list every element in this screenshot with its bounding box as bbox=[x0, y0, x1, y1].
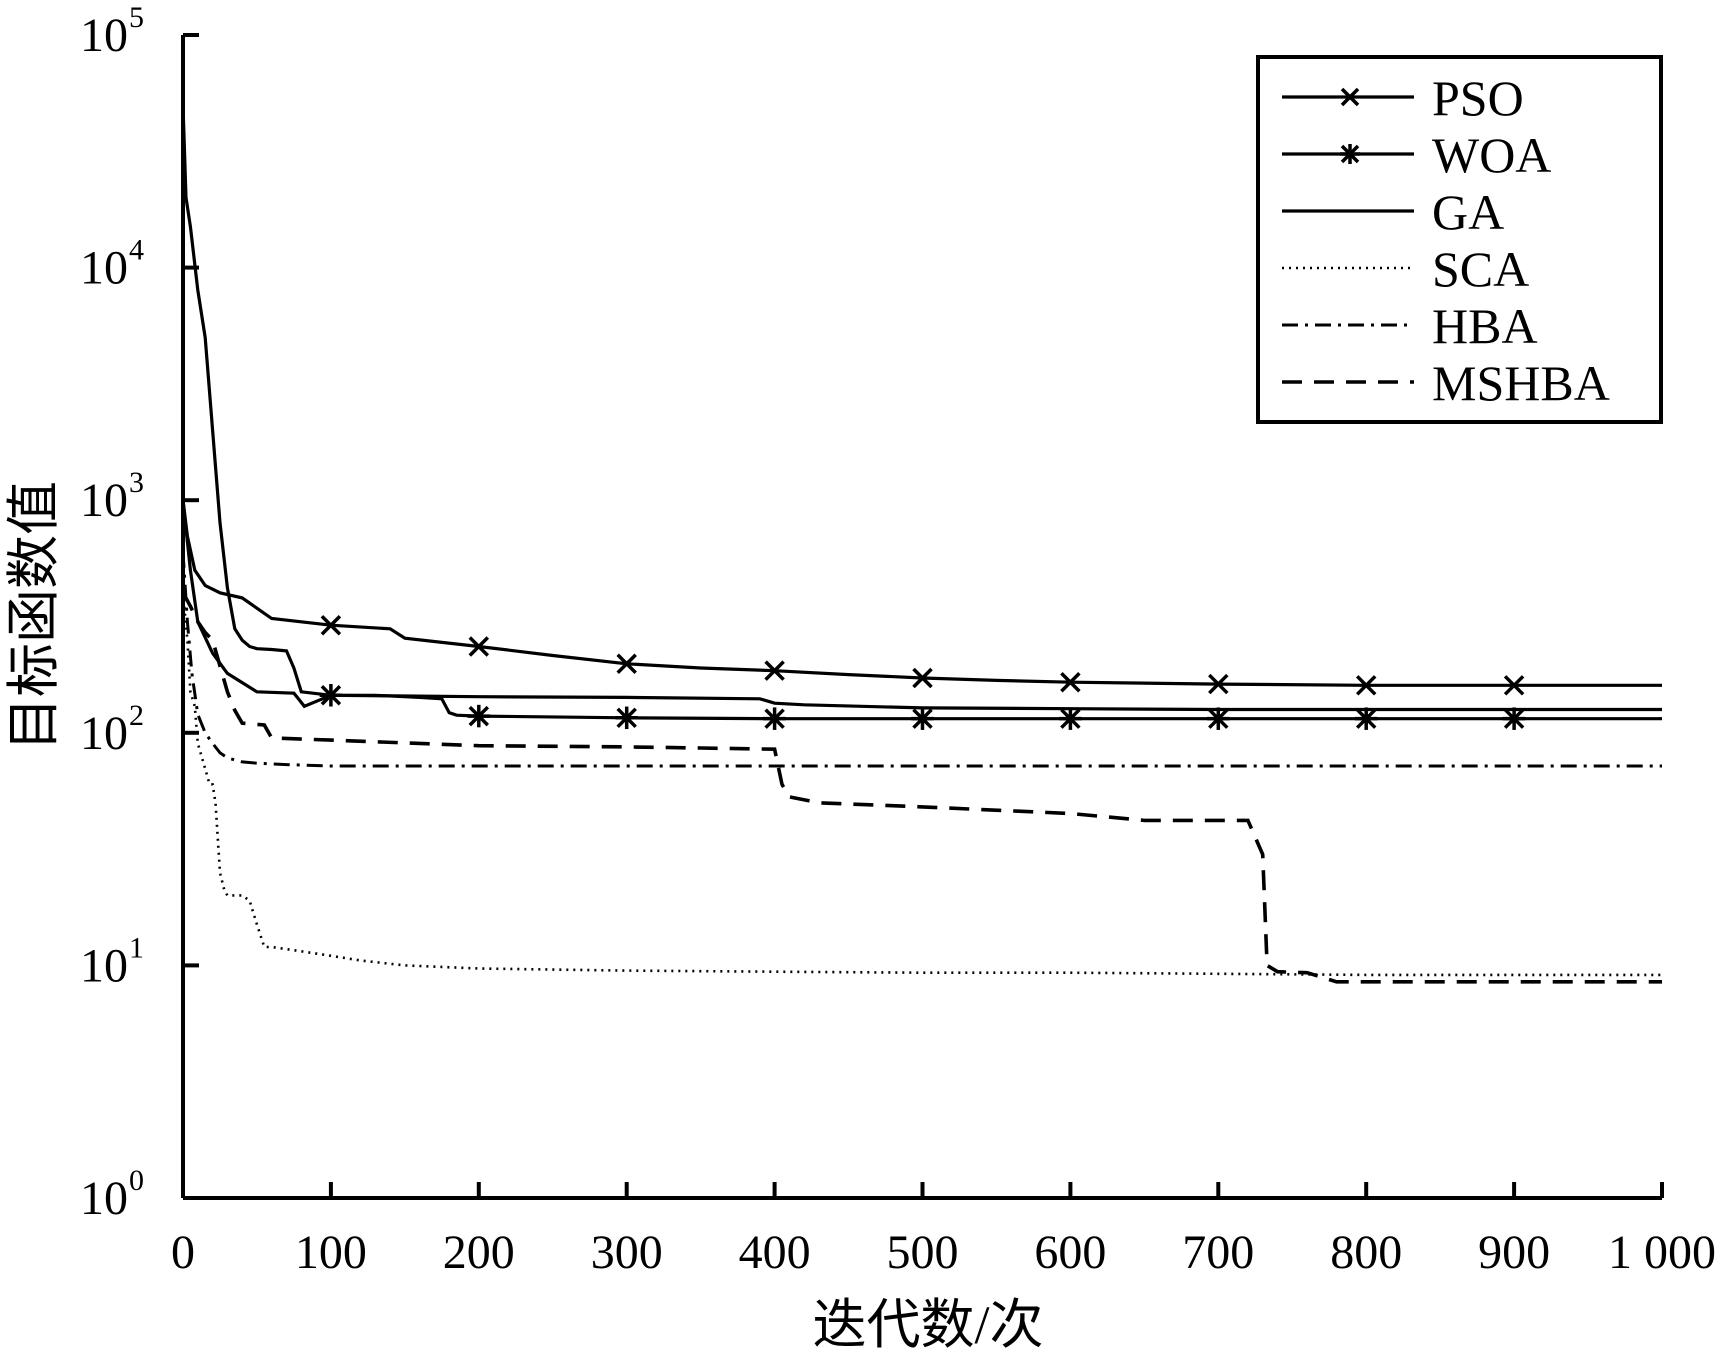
series-marker bbox=[1207, 707, 1230, 730]
series-marker bbox=[1354, 707, 1378, 730]
y-tick-label: 10 bbox=[80, 474, 128, 527]
series-sca bbox=[181, 592, 1662, 977]
series-marker bbox=[1208, 673, 1229, 695]
series-marker bbox=[763, 707, 786, 730]
x-tick-label: 0 bbox=[171, 1226, 195, 1279]
series-line-ga bbox=[181, 104, 1662, 712]
series-layer bbox=[181, 104, 1662, 984]
x-tick-label: 600 bbox=[1034, 1226, 1106, 1279]
y-tick-exponent: 3 bbox=[129, 466, 144, 499]
series-marker bbox=[467, 704, 491, 728]
y-tick-exponent: 1 bbox=[129, 931, 144, 964]
y-tick-label: 10 bbox=[80, 242, 128, 295]
y-tick-exponent: 2 bbox=[129, 699, 144, 732]
y-tick-label: 10 bbox=[80, 939, 128, 992]
x-tick-label: 300 bbox=[591, 1226, 663, 1279]
series-marker bbox=[1060, 671, 1081, 693]
series-hba bbox=[181, 551, 1662, 768]
legend-item-pso: PSO bbox=[1282, 70, 1524, 126]
series-line-sca bbox=[181, 592, 1662, 977]
y-tick-label: 10 bbox=[80, 707, 128, 760]
legend-item-ga: GA bbox=[1282, 184, 1504, 240]
legend-label: SCA bbox=[1432, 241, 1529, 297]
series-marker bbox=[1502, 707, 1526, 730]
series-marker bbox=[1503, 675, 1525, 696]
y-tick-label: 10 bbox=[80, 1172, 128, 1225]
legend-item-hba: HBA bbox=[1282, 298, 1538, 354]
legend-label: PSO bbox=[1432, 70, 1524, 126]
series-marker bbox=[1059, 707, 1082, 730]
series-marker bbox=[912, 667, 933, 689]
series-pso bbox=[181, 500, 1662, 696]
x-tick-label: 200 bbox=[443, 1226, 515, 1279]
series-ga bbox=[181, 104, 1662, 712]
series-line-pso bbox=[181, 500, 1662, 687]
series-marker bbox=[764, 660, 785, 681]
x-tick-label: 500 bbox=[887, 1226, 959, 1279]
x-tick-label: 900 bbox=[1478, 1226, 1550, 1279]
series-marker bbox=[320, 615, 342, 636]
legend-label: MSHBA bbox=[1432, 355, 1610, 411]
y-tick-exponent: 4 bbox=[129, 234, 144, 267]
series-marker bbox=[616, 653, 637, 675]
x-tick-label: 800 bbox=[1330, 1226, 1402, 1279]
series-marker bbox=[468, 636, 490, 657]
series-line-mshba bbox=[181, 591, 1662, 984]
series-line-hba bbox=[181, 551, 1662, 768]
x-tick-label: 700 bbox=[1182, 1226, 1254, 1279]
legend-label: GA bbox=[1432, 184, 1504, 240]
y-axis-label: 目标函数值 bbox=[4, 481, 64, 751]
x-axis-label: 迭代数/次 bbox=[812, 1295, 1043, 1355]
legend-item-mshba: MSHBA bbox=[1282, 355, 1610, 411]
series-marker bbox=[615, 706, 638, 730]
y-tick-label: 10 bbox=[80, 9, 128, 62]
y-tick-exponent: 0 bbox=[129, 1164, 144, 1197]
legend-label: WOA bbox=[1432, 127, 1551, 183]
x-tick-label: 1 000 bbox=[1608, 1226, 1716, 1279]
y-tick-exponent: 5 bbox=[129, 1, 144, 34]
series-marker bbox=[1355, 675, 1377, 696]
x-tick-label: 100 bbox=[295, 1226, 367, 1279]
legend-box bbox=[1256, 55, 1663, 424]
legend-label: HBA bbox=[1432, 298, 1538, 354]
legend-item-woa: WOA bbox=[1282, 127, 1551, 183]
series-mshba bbox=[181, 591, 1662, 984]
series-marker bbox=[911, 707, 934, 730]
x-tick-label: 400 bbox=[739, 1226, 811, 1279]
legend-item-sca: SCA bbox=[1282, 241, 1529, 297]
